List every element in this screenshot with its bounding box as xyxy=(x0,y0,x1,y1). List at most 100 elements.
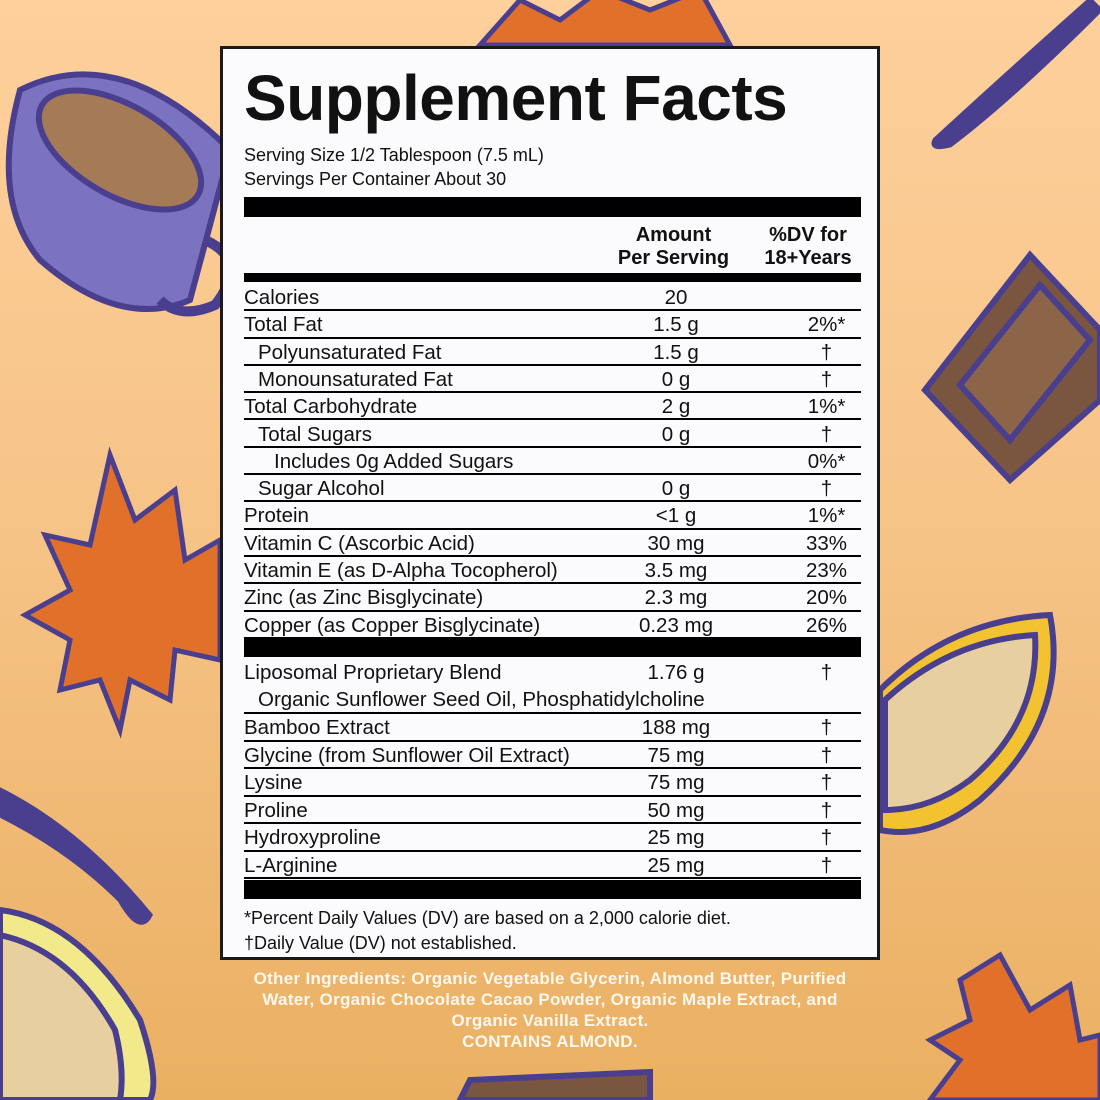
nutrient-row: L-Arginine 25 mg † xyxy=(244,852,861,879)
nutrient-name: Vitamin C (Ascorbic Acid) xyxy=(244,531,475,555)
nutrient-row: Monounsaturated Fat 0 g † xyxy=(244,366,861,394)
dv-header: %DV for 18+Years xyxy=(753,224,863,270)
divider-bar xyxy=(244,197,861,217)
nutrient-name: Glycine (from Sunflower Oil Extract) xyxy=(244,743,570,767)
nutrient-name: Vitamin E (as D-Alpha Tocopherol) xyxy=(244,559,558,582)
nutrient-dv: 1%* xyxy=(807,395,846,419)
nutrient-amount: 75 mg xyxy=(647,743,705,767)
nutrient-name: Zinc (as Zinc Bisglycinate) xyxy=(244,586,484,610)
nutrient-amount: 75 mg xyxy=(647,771,705,794)
nutrient-dv: 26% xyxy=(805,613,848,637)
nutrient-dv: † xyxy=(820,743,833,767)
nutrient-amount: 2 g xyxy=(661,395,691,419)
panel-title: Supplement Facts xyxy=(244,62,788,134)
nutrient-row: Polyunsaturated Fat 1.5 g † xyxy=(244,339,861,366)
nutrient-amount: 20 xyxy=(664,286,688,309)
nutrient-row: Protein <1 g 1%* xyxy=(244,502,861,530)
other-ingredients-line: Water, Organic Chocolate Cacao Powder, O… xyxy=(262,990,838,1009)
nutrient-dv: 20% xyxy=(805,586,848,610)
nutrient-row: Calories 20 xyxy=(244,284,861,312)
cacao-pod-right-icon xyxy=(877,611,1057,835)
cacao-pod-left-icon xyxy=(0,906,157,1100)
nutrient-dv: 1%* xyxy=(807,504,846,528)
nutrient-name: Total Sugars xyxy=(258,422,372,446)
nutrient-amount: 0 g xyxy=(661,477,691,501)
nutrient-row: Total Sugars 0 g † xyxy=(244,421,861,448)
nutrient-row: Copper (as Copper Bisglycinate) 0.23 mg 26… xyxy=(244,612,861,639)
nutrient-row: Total Fat 1.5 g 2%* xyxy=(244,311,861,339)
nutrient-dv: † xyxy=(820,798,833,822)
nutrient-row: Proline 50 mg † xyxy=(244,797,861,824)
divider-bar xyxy=(244,273,861,282)
nutrient-row: Includes 0g Added Sugars 0%* xyxy=(244,448,861,476)
nutrient-amount: 188 mg xyxy=(641,716,711,739)
nutrient-row: Hydroxyproline 25 mg † xyxy=(244,824,861,852)
other-ingredients-line: Other Ingredients: Organic Vegetable Gly… xyxy=(253,969,847,988)
nutrient-name: L-Arginine xyxy=(244,853,338,877)
nutrient-name: Includes 0g Added Sugars xyxy=(274,449,514,473)
header-line: 18+Years xyxy=(764,247,852,269)
nutrient-row: Vitamin E (as D-Alpha Tocopherol) 3.5 mg 2… xyxy=(244,557,861,585)
nutrient-name: Monounsaturated Fat xyxy=(258,367,453,391)
nutrient-dv: † xyxy=(820,826,833,849)
nutrient-name: Liposomal Proprietary Blend xyxy=(244,661,502,684)
nutrient-name: Copper (as Copper Bisglycinate) xyxy=(244,613,541,637)
nutrient-name: Total Carbohydrate xyxy=(244,395,418,419)
footnote-dv-not-established: †Daily Value (DV) not established. xyxy=(244,933,517,953)
nutrient-row: Glycine (from Sunflower Oil Extract) 75 m… xyxy=(244,742,861,769)
divider-bar xyxy=(244,880,861,899)
nutrient-dv: † xyxy=(820,340,833,364)
header-line: Amount xyxy=(635,224,712,246)
chocolate-piece-icon xyxy=(921,250,1100,485)
nutrient-amount: 2.3 mg xyxy=(644,586,708,610)
nutrient-dv: † xyxy=(820,422,833,446)
nutrient-amount: 50 mg xyxy=(647,798,705,822)
maple-leaf-top-icon xyxy=(474,0,735,48)
nutrient-amount: 0 g xyxy=(661,367,691,391)
other-ingredients: Other Ingredients: Organic Vegetable Gly… xyxy=(200,968,900,1052)
nutrient-dv: † xyxy=(820,477,833,501)
nutrient-amount: <1 g xyxy=(655,504,697,528)
nutrient-amount: 1.5 g xyxy=(653,313,699,337)
nutrient-dv: † xyxy=(820,367,833,391)
nutrient-dv: † xyxy=(820,771,833,794)
nutrient-amount: 1.76 g xyxy=(647,661,705,684)
allergen-statement: CONTAINS ALMOND. xyxy=(462,1032,638,1051)
nutrient-name: Protein xyxy=(244,504,309,528)
nutrient-row: Zinc (as Zinc Bisglycinate) 2.3 mg 20% xyxy=(244,584,861,612)
nutrient-amount: 25 mg xyxy=(647,826,705,849)
nutrient-dv: † xyxy=(820,661,833,684)
nutrient-name: Bamboo Extract xyxy=(244,716,390,739)
amount-per-serving-header: Amount Per Serving xyxy=(606,224,741,270)
nutrient-row: Sugar Alcohol 0 g † xyxy=(244,475,861,503)
header-line: Per Serving xyxy=(617,247,730,269)
nutrient-amount: 1.5 g xyxy=(653,340,699,364)
chocolate-bar-bottom-icon xyxy=(456,1068,653,1100)
vanilla-bean-icon xyxy=(0,0,1100,925)
nutrient-dv: 33% xyxy=(805,531,848,555)
nutrient-dv: 0%* xyxy=(807,449,846,473)
nutrient-dv: 23% xyxy=(805,559,848,582)
divider-bar xyxy=(244,638,861,657)
nutrient-name: Hydroxyproline xyxy=(244,826,381,849)
nutrient-amount: 3.5 mg xyxy=(644,559,708,582)
blend-row: Liposomal Proprietary Blend 1.76 g † Org… xyxy=(244,659,861,714)
nutrient-amount: 0.23 mg xyxy=(638,613,714,637)
header-line: %DV for xyxy=(769,224,847,246)
coffee-cup-icon xyxy=(5,71,236,317)
maple-leaf-bottom-icon xyxy=(925,951,1100,1100)
nutrient-name: Calories xyxy=(244,286,320,309)
supplement-facts-panel: Supplement Facts Serving Size 1/2 Tables… xyxy=(220,46,880,960)
serving-size: Serving Size 1/2 Tablespoon (7.5 mL) xyxy=(244,145,544,165)
nutrient-dv: † xyxy=(820,853,833,877)
nutrient-row: Lysine 75 mg † xyxy=(244,769,861,797)
blend-ingredients: Organic Sunflower Seed Oil, Phosphatidyl… xyxy=(258,688,705,711)
nutrient-name: Proline xyxy=(244,798,308,822)
maple-leaf-left-icon xyxy=(19,446,223,739)
nutrient-row: Total Carbohydrate 2 g 1%* xyxy=(244,393,861,421)
nutrient-name: Sugar Alcohol xyxy=(258,477,385,501)
nutrient-dv: † xyxy=(820,716,833,739)
footnote-percent-dv: *Percent Daily Values (DV) are based on … xyxy=(244,908,731,928)
nutrient-name: Lysine xyxy=(244,771,303,794)
servings-per-container: Servings Per Container About 30 xyxy=(244,169,507,189)
